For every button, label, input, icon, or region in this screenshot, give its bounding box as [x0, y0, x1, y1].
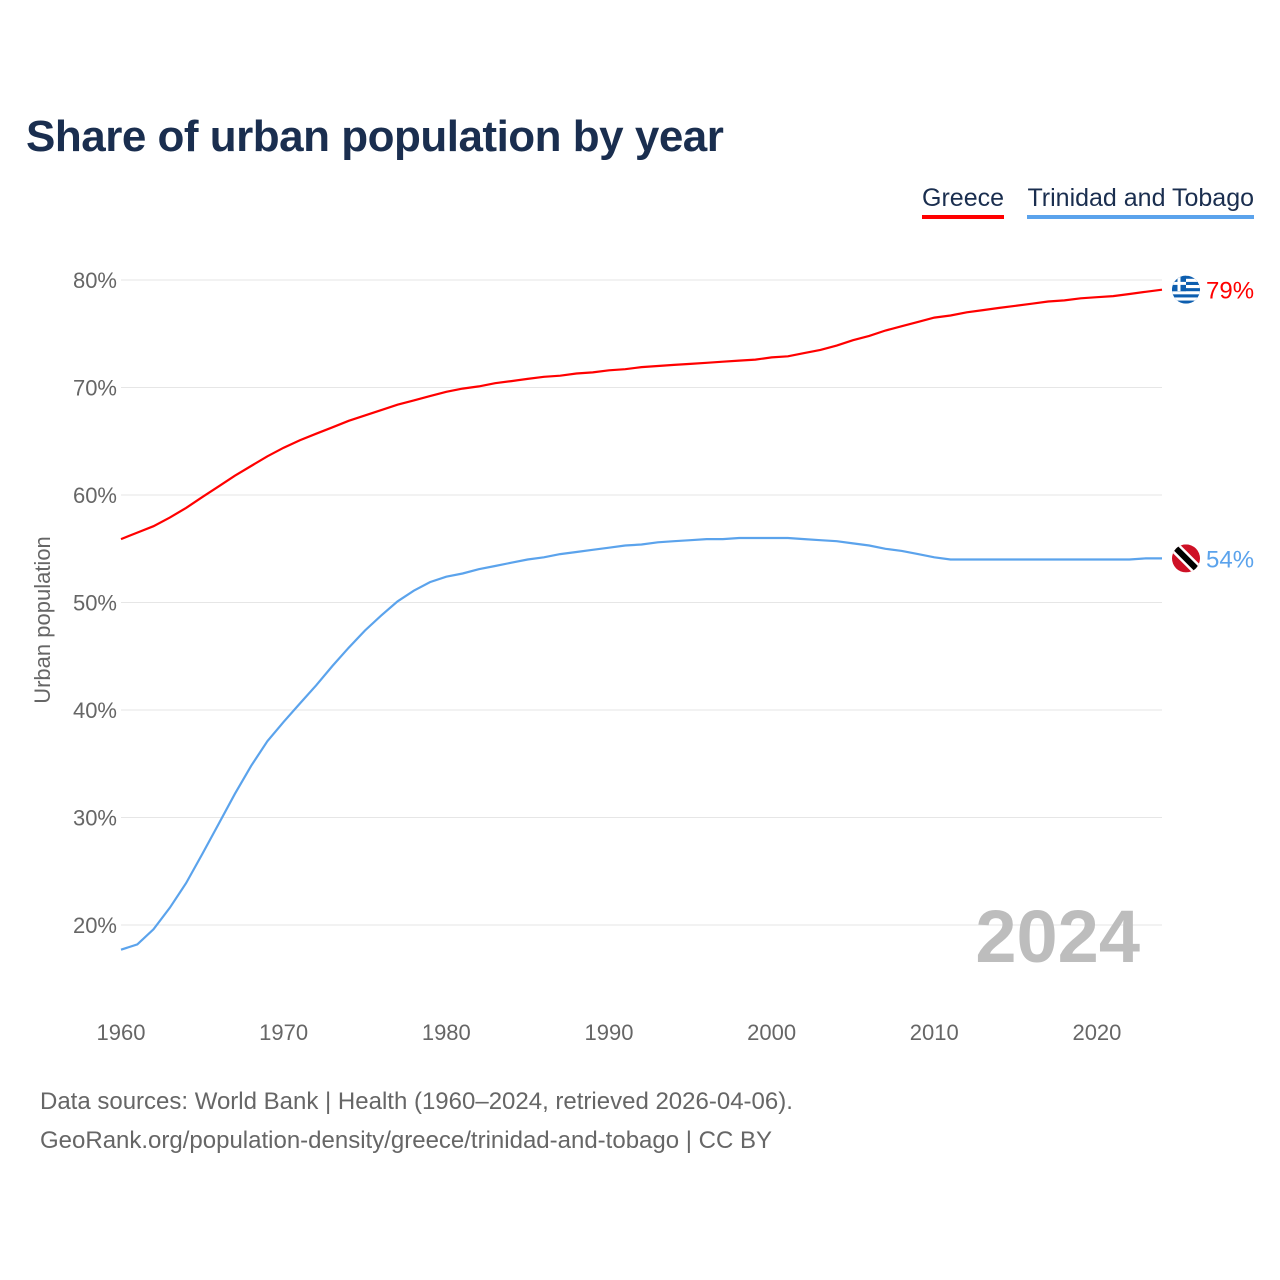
- year-watermark: 2024: [975, 895, 1140, 978]
- end-value-label: 54%: [1206, 546, 1254, 573]
- y-axis-label: Urban population: [30, 536, 55, 704]
- y-tick-label: 60%: [73, 483, 117, 508]
- greece-flag-icon: [1172, 275, 1200, 304]
- y-tick-label: 20%: [73, 913, 117, 938]
- x-tick-label: 2010: [910, 1020, 959, 1045]
- x-tick-label: 2020: [1072, 1020, 1121, 1045]
- y-tick-label: 50%: [73, 591, 117, 616]
- x-tick-label: 1990: [584, 1020, 633, 1045]
- chart-title: Share of urban population by year: [26, 112, 724, 161]
- x-tick-label: 1960: [97, 1020, 146, 1045]
- source-url: GeoRank.org/population-density/greece/tr…: [40, 1127, 772, 1154]
- y-tick-label: 70%: [73, 376, 117, 401]
- legend-greece[interactable]: Greece: [922, 184, 1004, 219]
- y-tick-label: 30%: [73, 806, 117, 831]
- trinidad-and-tobago-flag-icon: [1172, 544, 1200, 573]
- x-tick-label: 1980: [422, 1020, 471, 1045]
- data-source-note: Data sources: World Bank | Health (1960–…: [40, 1088, 793, 1115]
- y-tick-label: 80%: [73, 268, 117, 293]
- series-line-trinidad-and-tobago: [120, 536, 1162, 951]
- end-value-label: 79%: [1206, 278, 1254, 305]
- series-line-greece: [120, 288, 1163, 541]
- y-tick-label: 40%: [73, 698, 117, 723]
- legend-trinidad-and-tobago[interactable]: Trinidad and Tobago: [1027, 184, 1254, 219]
- x-tick-label: 1970: [259, 1020, 308, 1045]
- x-tick-label: 2000: [747, 1020, 796, 1045]
